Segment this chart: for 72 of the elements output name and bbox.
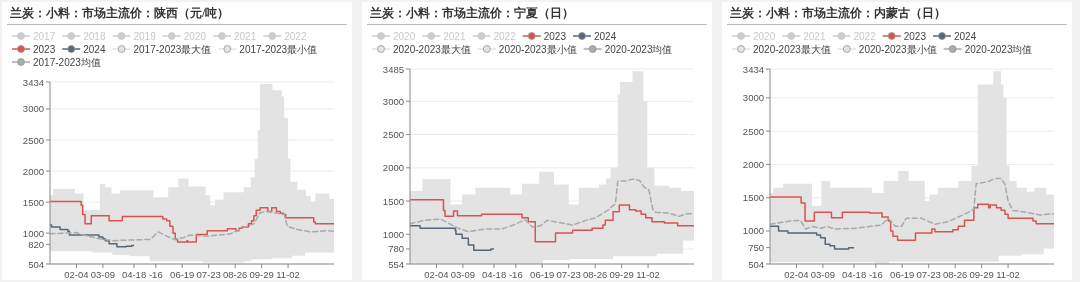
y-tick-label: 2500 (382, 129, 404, 141)
x-tick-label: 02-04 (424, 269, 449, 280)
y-tick-label: 2000 (742, 158, 764, 170)
legend-label: 2023 (543, 30, 567, 42)
chart-title: 兰炭：小料：市场主流价：陕西（元/吨） (9, 6, 230, 20)
y-tick-label: 2000 (22, 165, 44, 177)
y-tick-label: 3434 (742, 63, 764, 75)
x-tick-label: 11-02 (276, 269, 300, 280)
y-tick-label: 1500 (742, 192, 764, 204)
y-tick-label: 3000 (382, 95, 404, 107)
legend-label: 2024 (83, 43, 106, 55)
legend-label: 2023 (33, 43, 56, 55)
legend-label: 2020-2023均值 (964, 43, 1033, 55)
x-tick-label: 07-23 (916, 269, 941, 280)
y-tick-label: 1000 (382, 228, 404, 240)
legend-label: 2020-2023均值 (604, 43, 673, 55)
x-tick-label: 06-19 (890, 269, 915, 280)
x-tick-label: 11-02 (996, 269, 1020, 280)
y-tick-label: 1000 (22, 227, 44, 239)
x-tick-label: -16 (148, 269, 163, 280)
x-tick-label: 03-09 (810, 269, 836, 280)
x-tick-label: 08-26 (223, 269, 248, 280)
x-tick-label: 04-18 (841, 269, 867, 280)
legend-label: 2020-2023最大值 (753, 43, 831, 55)
y-tick-label: 554 (388, 258, 404, 270)
y-tick-label: 3434 (22, 76, 44, 88)
y-tick-label: 2500 (22, 134, 44, 146)
y-tick-label: 3000 (22, 103, 44, 115)
y-tick-label: 1000 (742, 225, 764, 237)
legend-label: 2020-2023最小值 (858, 43, 937, 55)
x-tick-label: 04-18 (121, 269, 147, 280)
legend-label: 2023 (903, 30, 927, 42)
y-tick-label: 1500 (22, 196, 44, 208)
x-tick-label: 07-23 (196, 269, 221, 280)
legend-label: 2017-2023最大值 (133, 43, 212, 55)
legend-label: 2024 (954, 30, 977, 42)
y-tick-label: 780 (388, 243, 404, 255)
y-tick-label: 750 (748, 242, 764, 254)
y-tick-label: 820 (28, 238, 44, 250)
x-tick-label: 02-04 (64, 269, 89, 280)
y-tick-label: 3485 (382, 63, 404, 75)
y-tick-label: 3000 (742, 92, 764, 104)
x-tick-label: 08-26 (583, 269, 608, 280)
line-series (770, 177, 1054, 230)
x-tick-label: -16 (868, 269, 883, 280)
x-tick-label: 06-19 (530, 269, 555, 280)
x-tick-label: 07-23 (556, 269, 581, 280)
legend-label: 2017-2023均值 (33, 56, 101, 68)
legend-label: 2017-2023最小值 (239, 43, 318, 55)
legend-label: 2020-2023最大值 (393, 43, 471, 55)
x-tick-label: 02-04 (784, 269, 809, 280)
y-tick-label: 2000 (382, 162, 404, 174)
line-series (50, 210, 334, 242)
x-tick-label: 06-19 (170, 269, 195, 280)
x-tick-label: 09-29 (249, 269, 274, 280)
y-tick-label: 504 (748, 258, 764, 270)
x-tick-label: 03-09 (90, 269, 116, 280)
x-tick-label: 09-29 (969, 269, 994, 280)
chart-title: 兰炭：小料：市场主流价：宁夏（日） (369, 6, 574, 20)
y-tick-label: 504 (28, 258, 44, 270)
x-tick-label: 03-09 (450, 269, 476, 280)
x-tick-label: 08-26 (943, 269, 968, 280)
legend-label: 2024 (594, 30, 617, 42)
legend-label: 2020-2023最小值 (498, 43, 577, 55)
x-tick-label: -16 (508, 269, 523, 280)
x-tick-label: 09-29 (609, 269, 634, 280)
x-tick-label: 11-02 (636, 269, 660, 280)
chart-title: 兰炭：小料：市场主流价：内蒙古（日） (729, 6, 946, 20)
line-series (410, 178, 694, 233)
y-tick-label: 1500 (382, 195, 404, 207)
y-tick-label: 2500 (742, 125, 764, 137)
x-tick-label: 04-18 (481, 269, 507, 280)
